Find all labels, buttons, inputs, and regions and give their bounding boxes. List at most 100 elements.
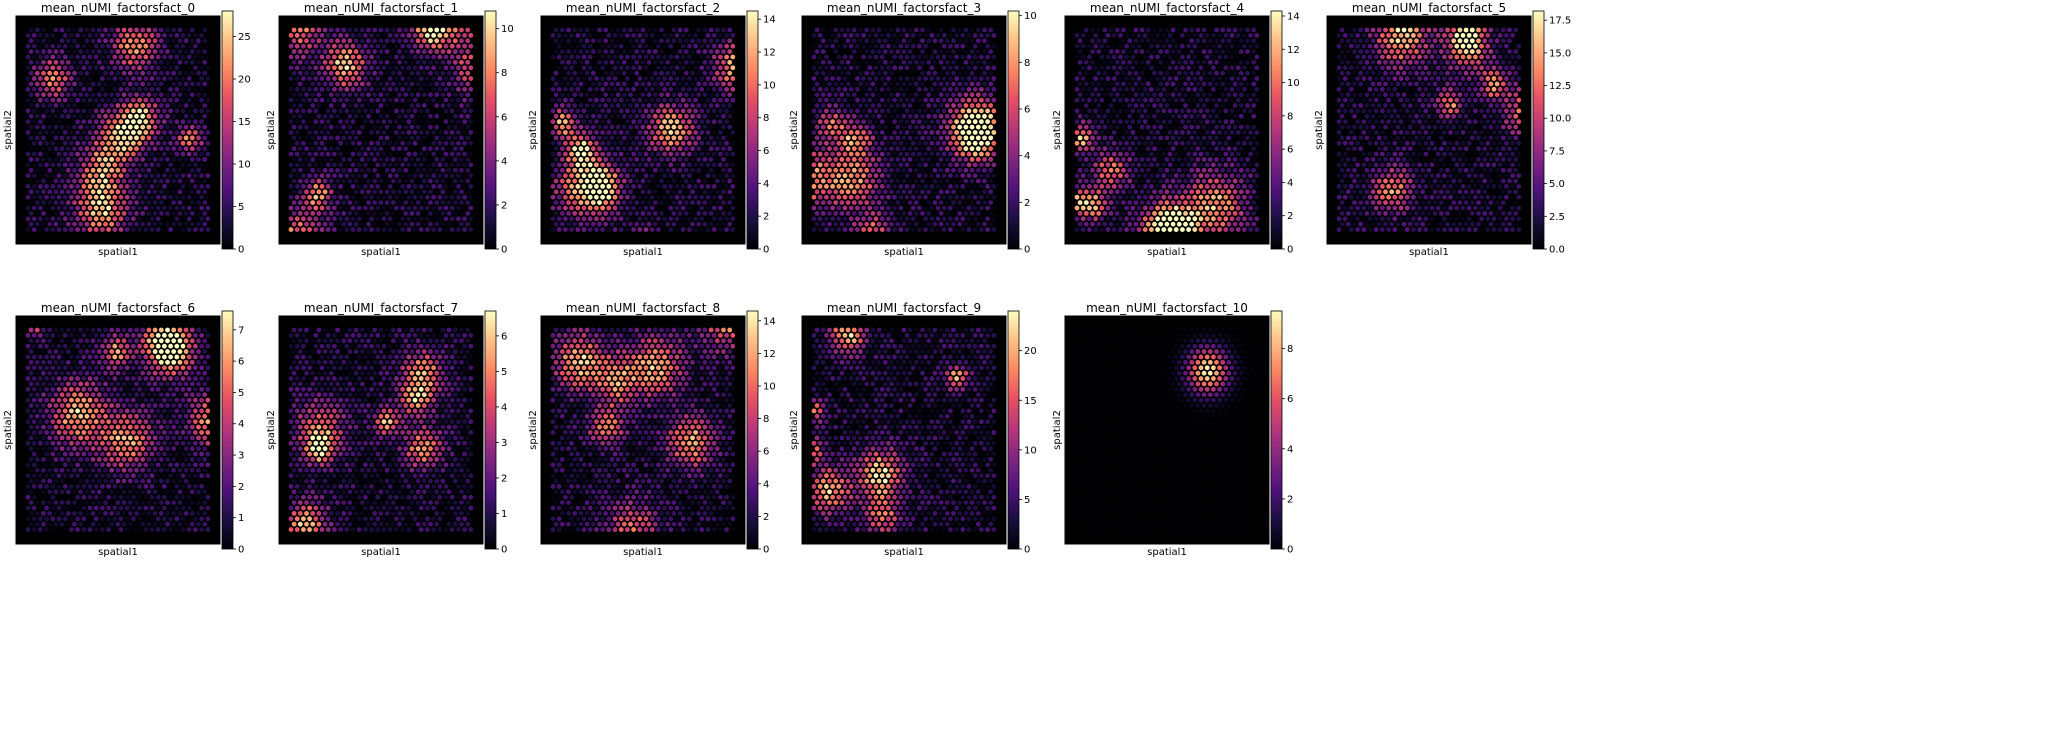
spot — [87, 194, 93, 200]
spot — [31, 108, 37, 114]
spot — [288, 184, 294, 189]
spot — [901, 27, 907, 33]
spot — [1232, 38, 1238, 44]
spot — [628, 103, 633, 108]
spot — [366, 135, 371, 141]
spot — [550, 173, 556, 179]
spot — [196, 189, 201, 195]
spot — [53, 157, 59, 162]
spot — [1155, 86, 1160, 92]
spot — [118, 227, 124, 232]
spot — [951, 49, 956, 54]
spot — [310, 157, 316, 162]
spot — [683, 210, 689, 216]
spot — [143, 151, 149, 157]
spot — [1108, 81, 1114, 87]
spot — [196, 59, 201, 65]
spot — [817, 65, 823, 71]
colorbar-tick-label: 0 — [501, 245, 507, 256]
spot — [1114, 38, 1120, 44]
spot — [820, 49, 826, 54]
spot — [855, 216, 860, 222]
spot — [137, 76, 143, 81]
spot — [335, 124, 340, 130]
spot — [615, 146, 621, 152]
spot — [618, 76, 624, 81]
spot — [864, 124, 870, 130]
spot — [356, 205, 362, 211]
spot — [898, 130, 904, 135]
spot — [456, 130, 461, 135]
spot — [425, 86, 430, 92]
spot — [205, 65, 211, 71]
spot — [115, 38, 121, 44]
spot — [171, 59, 177, 65]
spot — [941, 76, 947, 81]
spot — [363, 43, 368, 49]
spot — [858, 113, 863, 119]
spot — [409, 157, 415, 162]
spot — [143, 140, 149, 146]
spot — [1192, 32, 1198, 38]
spot — [1229, 43, 1235, 49]
spot — [671, 200, 677, 206]
spot — [889, 92, 894, 98]
spot — [90, 38, 96, 44]
spot — [31, 54, 37, 60]
spot — [972, 119, 978, 125]
spot — [1251, 49, 1257, 54]
spot — [369, 32, 374, 38]
spot — [954, 151, 959, 157]
spot-layer — [811, 27, 997, 232]
spot — [972, 65, 978, 71]
spot — [708, 27, 714, 33]
spot — [705, 54, 711, 60]
spot — [72, 167, 77, 173]
spot — [665, 200, 671, 206]
spot — [307, 227, 312, 232]
spot — [121, 178, 127, 184]
spot — [397, 200, 402, 206]
spot — [550, 205, 556, 211]
spot — [643, 184, 649, 189]
spot — [193, 65, 198, 71]
spot — [606, 227, 612, 232]
spot — [322, 178, 328, 184]
spot — [948, 162, 953, 168]
spot — [556, 130, 562, 135]
spot — [929, 76, 935, 81]
spot — [649, 119, 655, 125]
spot — [879, 140, 885, 146]
spot — [118, 184, 124, 189]
spot — [870, 81, 876, 87]
spot — [127, 178, 133, 184]
spot — [839, 38, 845, 44]
spot — [634, 59, 640, 65]
spot — [935, 151, 941, 157]
spot — [988, 189, 994, 195]
spot — [90, 27, 96, 33]
spot — [876, 200, 882, 206]
spot — [106, 97, 111, 103]
spot — [724, 32, 729, 38]
spot — [75, 140, 80, 146]
spot — [566, 49, 571, 54]
spot — [879, 205, 885, 211]
spot — [180, 194, 186, 200]
spot — [578, 81, 584, 87]
spot — [1080, 76, 1086, 81]
spot — [313, 130, 319, 135]
spot — [409, 59, 415, 65]
spot — [322, 92, 328, 98]
spot — [363, 97, 368, 103]
spot — [381, 227, 387, 232]
spot — [991, 130, 997, 135]
spot — [926, 113, 932, 119]
spot — [106, 151, 111, 157]
spot — [603, 167, 609, 173]
spot — [1173, 86, 1179, 92]
spot — [319, 43, 325, 49]
spot — [693, 140, 698, 146]
spot — [75, 173, 80, 179]
spot — [600, 151, 605, 157]
